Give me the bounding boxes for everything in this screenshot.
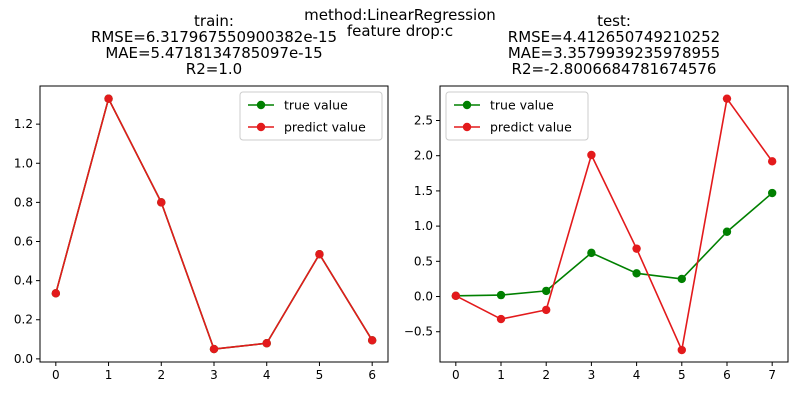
train-point-predict-value-0 — [51, 289, 61, 298]
test-chart: test:RMSE=4.412650749210252MAE=3.3579939… — [404, 12, 789, 382]
test-x-tick-label-1: 1 — [497, 368, 505, 382]
test-point-predict-value-4 — [632, 244, 641, 253]
train-point-predict-value-3 — [209, 344, 219, 354]
test-legend-marker-true-value — [462, 100, 472, 110]
test-x-tick-label-2: 2 — [542, 368, 550, 382]
train-title-line-3: R2=1.0 — [186, 60, 242, 78]
train-chart: train:RMSE=6.317967550900382e-15MAE=5.47… — [14, 12, 389, 382]
test-y-tick-label-6: 2.5 — [414, 114, 433, 128]
test-y-tick-label-0: −0.5 — [404, 325, 433, 339]
test-y-tick-label-1: 0.0 — [414, 290, 433, 304]
test-y-tick-label-2: 0.5 — [414, 254, 433, 268]
train-legend-label-true-value: true value — [284, 98, 348, 113]
train-y-tick-label-5: 1.0 — [14, 156, 33, 170]
test-point-predict-value-3 — [587, 150, 596, 160]
train-title-line-1: RMSE=6.317967550900382e-15 — [91, 28, 337, 46]
train-legend-marker-true-value — [256, 100, 266, 110]
train-title-line-2: MAE=5.4718134785097e-15 — [105, 44, 322, 62]
train-point-predict-value-6 — [367, 336, 377, 345]
test-x-tick-label-7: 7 — [768, 368, 776, 382]
train-legend-box — [239, 91, 383, 141]
test-title-line-2: MAE=3.3579939235978955 — [508, 44, 720, 62]
test-point-predict-value-5 — [677, 345, 686, 355]
test-legend-label-predict-value: predict value — [490, 120, 572, 135]
test-x-tick-label-4: 4 — [633, 368, 641, 382]
train-x-tick-label-5: 5 — [316, 368, 324, 382]
test-legend-box — [445, 91, 589, 141]
test-y-tick-label-4: 1.5 — [414, 184, 433, 198]
test-point-true-value-4 — [632, 269, 641, 278]
suptitle-line-0: method:LinearRegression — [304, 6, 496, 24]
test-y-tick-label-3: 1.0 — [414, 219, 433, 233]
test-point-true-value-1 — [496, 290, 506, 300]
test-point-true-value-7 — [767, 188, 777, 198]
train-x-tick-label-0: 0 — [52, 368, 60, 382]
test-point-true-value-6 — [722, 227, 732, 236]
test-point-true-value-5 — [677, 274, 686, 284]
test-legend: true value predict value — [445, 91, 589, 141]
test-series-line-predict-value — [455, 97, 773, 351]
train-title-line-0: train: — [194, 12, 234, 30]
test-point-predict-value-1 — [496, 314, 506, 324]
train-legend: true value predict value — [239, 91, 383, 141]
test-title-line-0: test: — [597, 12, 631, 30]
train-y-tick-label-4: 0.8 — [14, 195, 33, 209]
test-point-predict-value-6 — [722, 94, 732, 103]
suptitle-line-1: feature drop:c — [347, 22, 453, 40]
test-point-predict-value-0 — [451, 291, 461, 301]
train-y-tick-label-1: 0.2 — [14, 313, 33, 327]
train-x-tick-label-3: 3 — [210, 368, 218, 382]
test-title-line-1: RMSE=4.412650749210252 — [508, 28, 720, 46]
test-point-true-value-3 — [587, 248, 596, 258]
test-x-tick-label-0: 0 — [452, 368, 460, 382]
train-x-tick-label-4: 4 — [263, 368, 271, 382]
test-point-predict-value-7 — [767, 157, 777, 166]
train-point-predict-value-2 — [157, 198, 166, 207]
train-y-tick-label-6: 1.2 — [14, 117, 33, 131]
test-x-tick-label-5: 5 — [678, 368, 686, 382]
test-axes-frame — [439, 85, 789, 363]
test-title-line-3: R2=-2.8006684781674576 — [512, 60, 717, 78]
test-legend-marker-predict-value — [462, 122, 472, 132]
train-y-tick-label-2: 0.4 — [14, 274, 33, 288]
test-point-predict-value-2 — [542, 305, 551, 315]
test-x-tick-label-3: 3 — [588, 368, 596, 382]
train-point-predict-value-1 — [104, 94, 113, 103]
train-y-tick-label-3: 0.6 — [14, 235, 33, 249]
test-series-group — [451, 94, 777, 355]
train-series-group — [51, 94, 377, 354]
figure-suptitle: method:LinearRegression feature drop:c — [304, 6, 496, 40]
train-x-tick-label-1: 1 — [105, 368, 113, 382]
train-point-predict-value-5 — [315, 250, 324, 259]
train-legend-label-predict-value: predict value — [284, 120, 366, 135]
test-point-true-value-2 — [542, 286, 551, 296]
test-x-tick-label-6: 6 — [723, 368, 731, 382]
train-x-tick-label-2: 2 — [157, 368, 165, 382]
train-y-tick-label-0: 0.0 — [14, 352, 33, 366]
test-series-line-true-value — [455, 192, 773, 297]
train-legend-marker-predict-value — [256, 122, 266, 132]
train-x-tick-label-6: 6 — [368, 368, 376, 382]
test-legend-label-true-value: true value — [490, 98, 554, 113]
train-point-predict-value-4 — [262, 339, 271, 348]
test-y-tick-label-5: 2.0 — [414, 149, 433, 163]
